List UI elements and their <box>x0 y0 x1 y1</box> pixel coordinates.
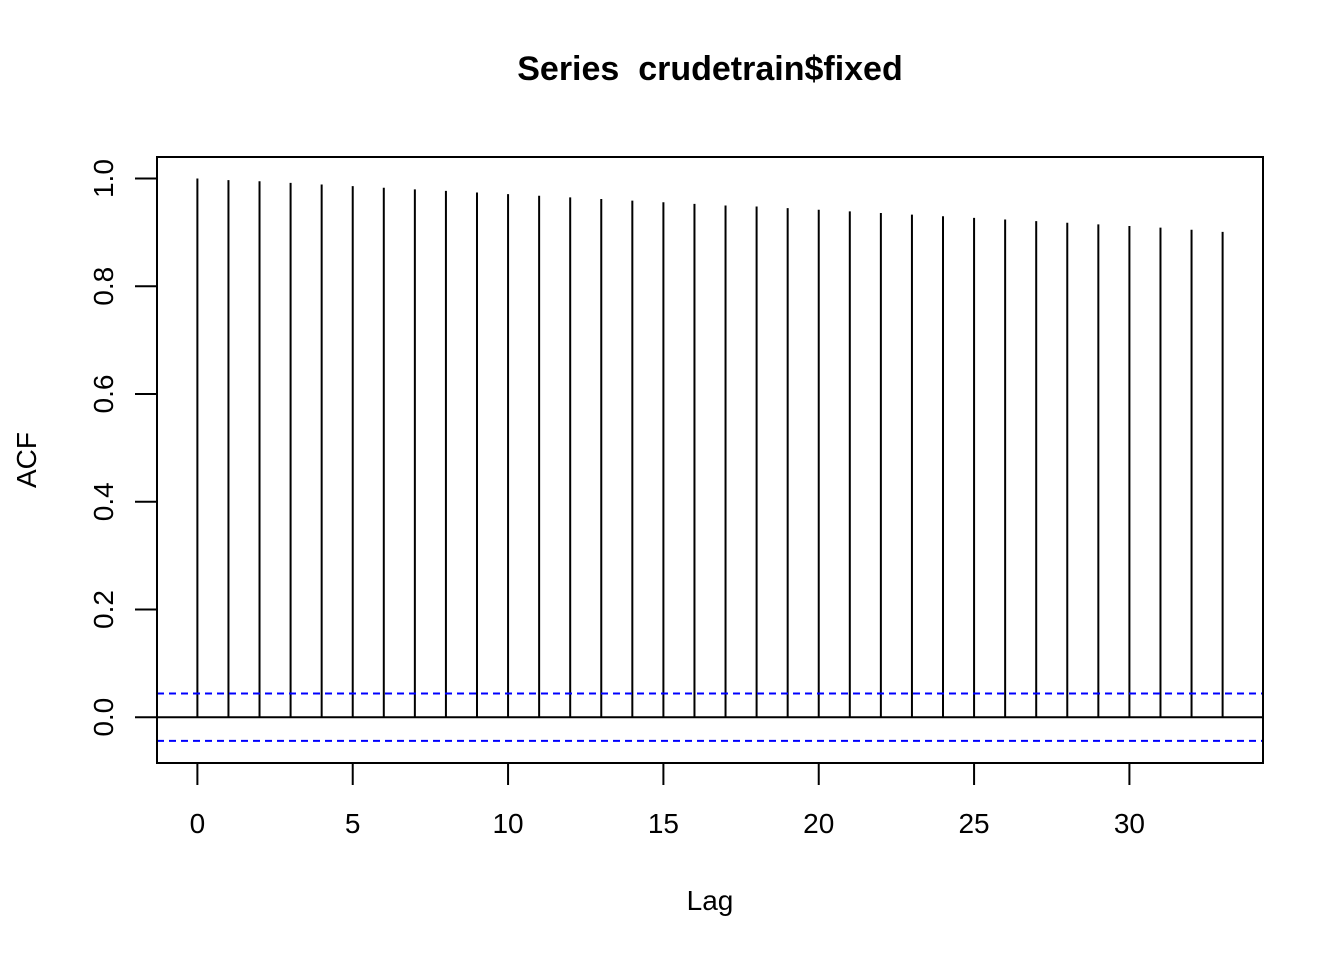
y-tick-label: 0.4 <box>88 482 119 521</box>
x-axis: 0 5 10 15 20 25 30 <box>190 762 1145 839</box>
plot-frame <box>156 156 1264 764</box>
y-tick-label: 0.8 <box>88 267 119 306</box>
x-axis-label: Lag <box>687 885 734 916</box>
y-tick-label: 1.0 <box>88 159 119 198</box>
x-tick-label: 25 <box>958 808 989 839</box>
chart-title: Series crudetrain$fixed <box>517 50 903 88</box>
x-tick-label: 20 <box>803 808 834 839</box>
x-tick-label: 15 <box>648 808 679 839</box>
y-axis: 0.0 0.2 0.4 0.6 0.8 1.0 <box>88 159 158 737</box>
x-tick-label: 10 <box>492 808 523 839</box>
x-tick-label: 0 <box>190 808 206 839</box>
y-axis-label: ACF <box>11 432 42 488</box>
x-tick-label: 5 <box>345 808 361 839</box>
y-tick-label: 0.2 <box>88 590 119 629</box>
y-tick-label: 0.0 <box>88 698 119 737</box>
y-tick-label: 0.6 <box>88 375 119 414</box>
x-tick-label: 30 <box>1114 808 1145 839</box>
plot-area <box>157 178 1263 742</box>
